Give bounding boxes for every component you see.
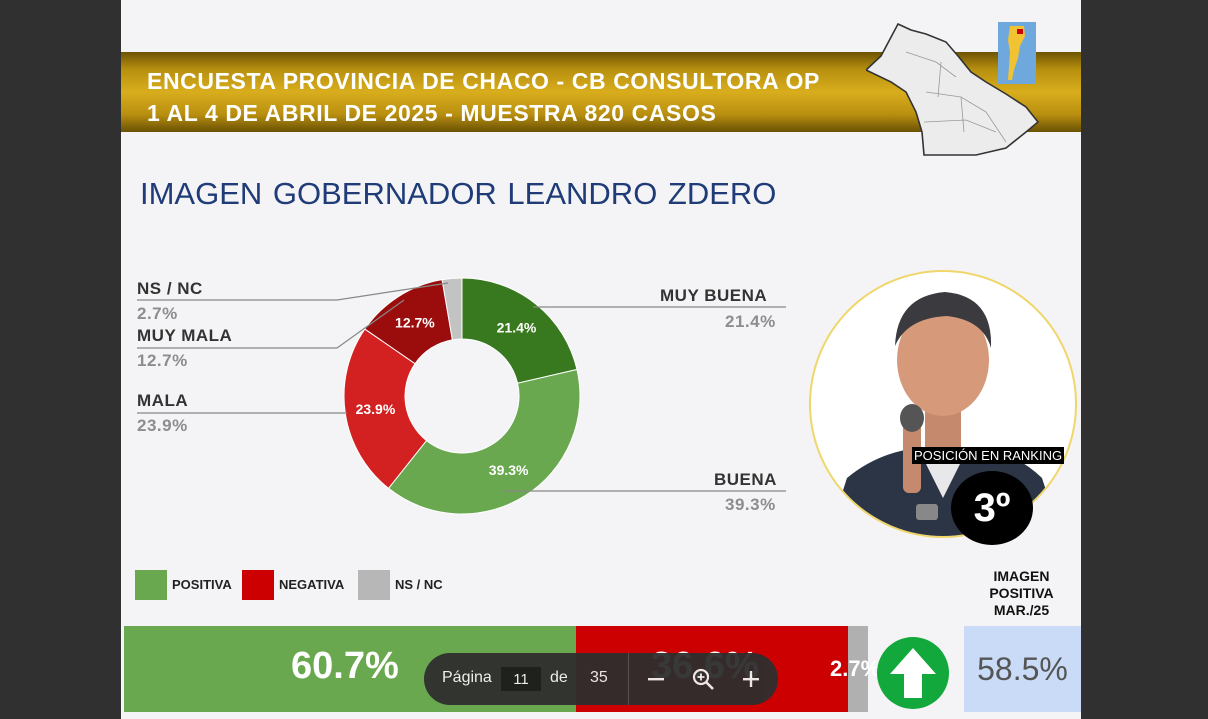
zoom-out-button[interactable] <box>642 665 670 693</box>
header-line-2: 1 AL 4 DE ABRIL DE 2025 - MUESTRA 820 CA… <box>147 100 717 126</box>
ranking-badge: 3º <box>951 471 1033 545</box>
pager-divider <box>628 653 629 705</box>
callout-ns-nc-label: NS / NC <box>137 279 203 298</box>
callout-muy-buena-label: MUY BUENA <box>660 286 768 305</box>
arrow-up-icon <box>877 637 949 709</box>
previous-image-value: 58.5% <box>964 626 1081 712</box>
page-navigator: Página 11 de 35 <box>424 653 778 705</box>
chaco-map-icon <box>866 22 1040 156</box>
minus-icon <box>648 678 664 681</box>
donut-label-muy-mala: 12.7% <box>395 314 435 330</box>
previous-image-label: IMAGEN POSITIVA MAR./25 <box>963 568 1080 619</box>
plus-icon <box>743 671 759 687</box>
callout-muy-mala-value: 12.7% <box>137 351 188 370</box>
legend-nsnc-label: NS / NC <box>395 577 443 592</box>
callout-mala-label: MALA <box>137 391 189 410</box>
previous-image-label-line3: MAR./25 <box>993 602 1050 618</box>
legend-positiva-swatch <box>135 570 167 600</box>
argentina-map-icon <box>998 22 1036 84</box>
bar-nsnc-segment <box>847 626 868 712</box>
callout-buena-value: 39.3% <box>725 495 776 514</box>
callout-muy-mala-label: MUY MALA <box>137 326 233 345</box>
ranking-label: POSICIÓN EN RANKING <box>912 447 1065 464</box>
callout-buena-label: BUENA <box>714 470 777 489</box>
donut-label-mala: 23.9% <box>356 401 396 417</box>
page-number-input[interactable]: 11 <box>501 667 541 691</box>
previous-image-label-line1: IMAGEN <box>993 568 1050 584</box>
bar-positive-value: 60.7% <box>291 645 399 687</box>
page-label: Página <box>442 669 492 686</box>
donut-label-muy-buena: 21.4% <box>497 320 537 336</box>
viewer-margin-right <box>1081 0 1208 719</box>
image-donut-chart: 21.4% 39.3% 23.9% 12.7% <box>343 277 581 515</box>
header-line-1: ENCUESTA PROVINCIA DE CHACO - CB CONSULT… <box>147 68 820 94</box>
legend-positiva-label: POSITIVA <box>172 577 232 592</box>
slide: ENCUESTA PROVINCIA DE CHACO - CB CONSULT… <box>121 0 1081 719</box>
donut-label-buena: 39.3% <box>489 462 529 478</box>
donut-slice-buena <box>387 368 581 515</box>
legend-nsnc-swatch <box>358 570 390 600</box>
legend-negativa-label: NEGATIVA <box>279 577 345 592</box>
callout-ns-nc-value: 2.7% <box>137 304 178 323</box>
bar-nsnc-value: 2.7% <box>830 656 881 681</box>
viewer-margin-left <box>0 0 121 719</box>
zoom-button[interactable] <box>689 665 717 693</box>
page-of-label: de <box>550 669 568 686</box>
legend-negativa-swatch <box>242 570 274 600</box>
slide-title: IMAGEN GOBERNADOR LEANDRO ZDERO <box>140 176 777 211</box>
page-total: 35 <box>590 669 608 686</box>
governor-photo <box>809 270 1077 538</box>
donut-slice-muy-buena <box>461 277 578 384</box>
previous-image-label-line2: POSITIVA <box>989 585 1054 601</box>
callout-muy-buena-value: 21.4% <box>725 312 776 331</box>
callout-mala-value: 23.9% <box>137 416 188 435</box>
zoom-in-icon <box>692 668 714 690</box>
zoom-in-button[interactable] <box>737 665 765 693</box>
